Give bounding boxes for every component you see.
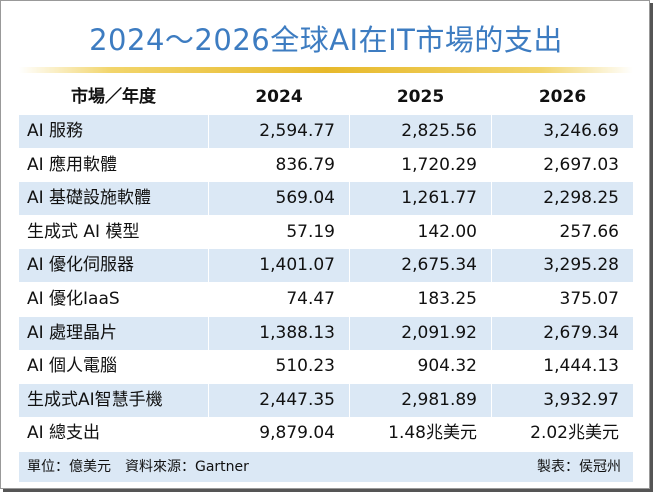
row-label: AI 基礎設施軟體 <box>19 182 208 215</box>
cell-value: 1.48兆美元 <box>388 423 477 443</box>
source-note: 單位：億美元 資料來源：Gartner <box>27 459 249 475</box>
cell-value: 3,295.28 <box>492 249 633 282</box>
column-header: 2024 <box>255 87 303 107</box>
cell-value: 2,679.34 <box>492 317 633 350</box>
cell-value: 1,388.13 <box>209 317 349 350</box>
cell-value: 2,594.77 <box>209 115 349 148</box>
row-label: AI 總支出 <box>27 423 101 443</box>
cell-value: 904.32 <box>417 356 477 376</box>
cell-value: 1,720.29 <box>401 155 477 175</box>
cell-value: 569.04 <box>209 182 349 215</box>
cell-value: 57.19 <box>286 222 335 242</box>
column-header: 2026 <box>538 87 587 107</box>
row-label: AI 服務 <box>19 115 208 148</box>
column-header: 2025 <box>396 87 445 107</box>
cell-value: 142.00 <box>417 222 477 242</box>
row-label: AI 個人電腦 <box>27 356 118 376</box>
cell-value: 2,675.34 <box>350 249 491 282</box>
row-label: 生成式 AI 模型 <box>27 222 140 242</box>
cell-value: 2,825.56 <box>350 115 491 148</box>
row-label: AI 優化伺服器 <box>19 249 208 282</box>
cell-value: 836.79 <box>275 155 335 175</box>
column-header: 市場／年度 <box>71 87 156 107</box>
cell-value: 3,932.97 <box>492 384 633 417</box>
cell-value: 74.47 <box>286 289 335 309</box>
cell-value: 2,981.89 <box>350 384 491 417</box>
footer: 單位：億美元 資料來源：Gartner 製表：侯冠州 <box>19 452 633 482</box>
cell-value: 2,298.25 <box>492 182 633 215</box>
title-rule <box>19 67 633 73</box>
cell-value: 183.25 <box>417 289 477 309</box>
row-label: AI 應用軟體 <box>27 155 118 175</box>
cell-value: 2,697.03 <box>543 155 619 175</box>
row-label: AI 優化IaaS <box>27 289 120 309</box>
cell-value: 1,261.77 <box>350 182 491 215</box>
cell-value: 257.66 <box>559 222 619 242</box>
frame: 2024～2026全球AI在IT市場的支出 市場／年度 2024 2025 2026 A… <box>0 0 650 489</box>
row-label: 生成式AI智慧手機 <box>19 384 208 417</box>
title: 2024～2026全球AI在IT市場的支出 <box>89 23 563 57</box>
cell-value: 1,401.07 <box>209 249 349 282</box>
cell-value: 375.07 <box>559 289 619 309</box>
cell-value: 2,447.35 <box>209 384 349 417</box>
cell-value: 2.02兆美元 <box>530 423 619 443</box>
cell-value: 3,246.69 <box>492 115 633 148</box>
row-label: AI 處理晶片 <box>19 317 208 350</box>
cell-value: 1,444.13 <box>543 356 619 376</box>
credit-note: 製表：侯冠州 <box>537 459 621 475</box>
cell-value: 2,091.92 <box>350 317 491 350</box>
cell-value: 9,879.04 <box>259 423 335 443</box>
cell-value: 510.23 <box>275 356 335 376</box>
